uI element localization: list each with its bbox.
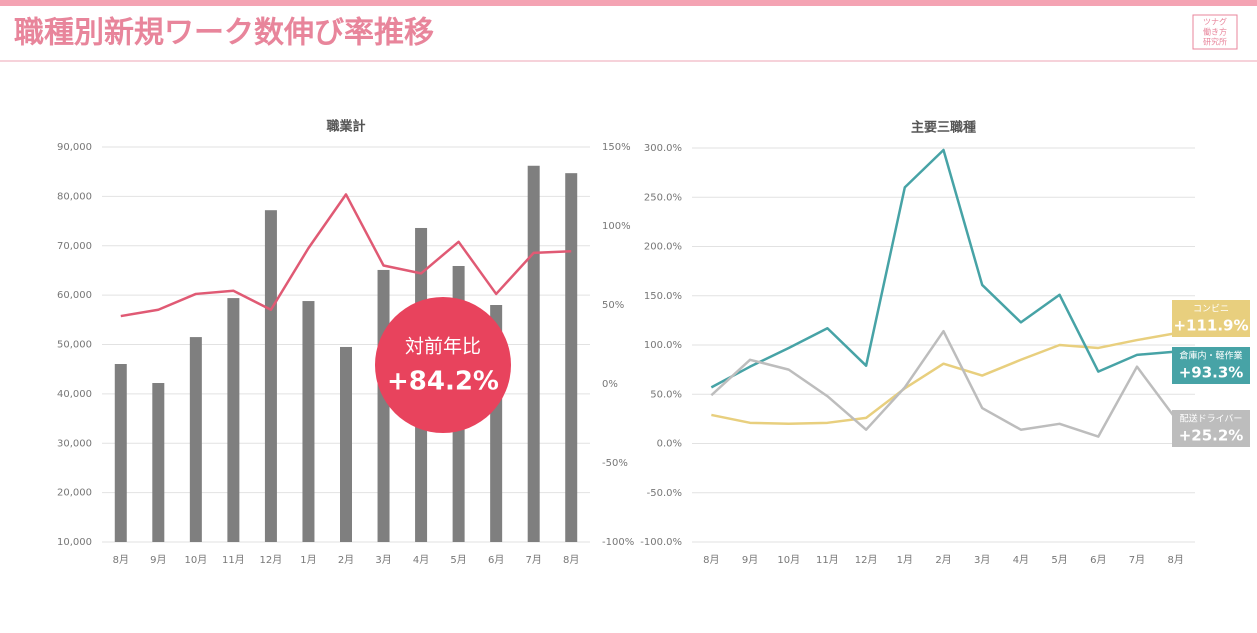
end-value-label: +93.3% <box>1179 364 1244 382</box>
x-tick-label: 10月 <box>777 554 800 566</box>
y-tick-label: 40,000 <box>57 389 92 400</box>
badge-value: +84.2% <box>387 367 499 397</box>
y-tick-label: 30,000 <box>57 438 92 449</box>
x-tick-label: 6月 <box>488 554 504 566</box>
y-tick-label: -100.0% <box>640 537 682 548</box>
x-tick-label: 1月 <box>300 554 316 566</box>
x-tick-label: 9月 <box>742 554 758 566</box>
y2-tick-label: 100% <box>602 221 631 232</box>
x-tick-label: 7月 <box>1129 554 1145 566</box>
line-series <box>711 332 1176 426</box>
y-tick-label: 0.0% <box>657 439 682 450</box>
series-tag <box>1172 300 1250 337</box>
badge-label: 対前年比 <box>405 336 481 358</box>
logo-text: 研究所 <box>1203 37 1227 47</box>
y-tick-label: 250.0% <box>644 192 682 203</box>
chart-title: 主要三職種 <box>911 120 976 136</box>
y-tick-label: 20,000 <box>57 488 92 499</box>
y2-tick-label: 150% <box>602 142 631 153</box>
bar <box>189 337 202 542</box>
y2-tick-label: -50% <box>602 458 628 469</box>
legend-label: 倉庫内・軽作業 <box>1179 350 1242 362</box>
y2-tick-label: 50% <box>602 300 624 311</box>
x-tick-label: 4月 <box>413 554 429 566</box>
line-series <box>120 193 572 318</box>
x-tick-label: 4月 <box>1013 554 1029 566</box>
x-tick-label: 12月 <box>855 554 878 566</box>
chart-title: 職業計 <box>326 119 365 135</box>
y-tick-label: 50.0% <box>650 389 682 400</box>
x-tick-label: 2月 <box>338 554 354 566</box>
logo-text: 働き方 <box>1203 27 1227 37</box>
logo-text: ツナグ <box>1203 17 1227 27</box>
y-tick-label: 10,000 <box>57 537 92 548</box>
x-tick-label: 8月 <box>113 554 129 566</box>
x-tick-label: 11月 <box>222 554 245 566</box>
y-tick-label: 100.0% <box>644 340 682 351</box>
y-tick-label: -50.0% <box>647 488 682 499</box>
page-title: 職種別新規ワーク数伸び率推移 <box>14 16 434 51</box>
x-tick-label: 5月 <box>450 554 466 566</box>
x-tick-label: 3月 <box>974 554 990 566</box>
series-tag <box>1172 347 1250 384</box>
x-tick-label: 6月 <box>1090 554 1106 566</box>
legend-label: コンビニ <box>1193 304 1229 315</box>
end-value-label: +111.9% <box>1173 317 1248 335</box>
y2-tick-label: 0% <box>602 379 618 390</box>
top-bar <box>0 0 1257 6</box>
logo-box <box>1192 14 1238 50</box>
x-tick-label: 1月 <box>897 554 913 566</box>
series-tag <box>1172 410 1250 447</box>
x-tick-label: 8月 <box>563 554 579 566</box>
bar <box>152 383 165 542</box>
legend-label: 配送ドライバー <box>1180 413 1243 425</box>
y2-tick-label: -100% <box>602 537 634 548</box>
x-tick-label: 7月 <box>526 554 542 566</box>
x-tick-label: 5月 <box>1051 554 1067 566</box>
y-tick-label: 150.0% <box>644 291 682 302</box>
x-tick-label: 12月 <box>260 554 283 566</box>
line-series <box>710 329 1177 438</box>
bar <box>264 210 277 542</box>
x-tick-label: 11月 <box>816 554 839 566</box>
y-tick-label: 200.0% <box>644 242 682 253</box>
x-tick-label: 8月 <box>1167 554 1183 566</box>
line-series <box>710 148 1176 389</box>
badge <box>375 297 511 433</box>
bar <box>114 364 127 542</box>
bar <box>565 173 578 542</box>
y-tick-label: 70,000 <box>57 241 92 252</box>
bar <box>340 346 352 542</box>
end-value-label: +25.2% <box>1179 427 1244 445</box>
y-tick-label: 80,000 <box>57 191 92 202</box>
x-tick-label: 9月 <box>150 554 166 566</box>
x-tick-label: 10月 <box>184 554 207 566</box>
x-tick-label: 3月 <box>375 554 391 566</box>
bar <box>302 301 315 542</box>
bar <box>527 165 540 542</box>
y-tick-label: 60,000 <box>57 290 92 301</box>
bar <box>227 298 240 542</box>
y-tick-label: 90,000 <box>57 142 92 153</box>
bar <box>377 269 390 542</box>
x-tick-label: 8月 <box>703 554 719 566</box>
y-tick-label: 50,000 <box>57 340 92 351</box>
y-tick-label: 300.0% <box>644 143 682 154</box>
x-tick-label: 2月 <box>935 554 951 566</box>
